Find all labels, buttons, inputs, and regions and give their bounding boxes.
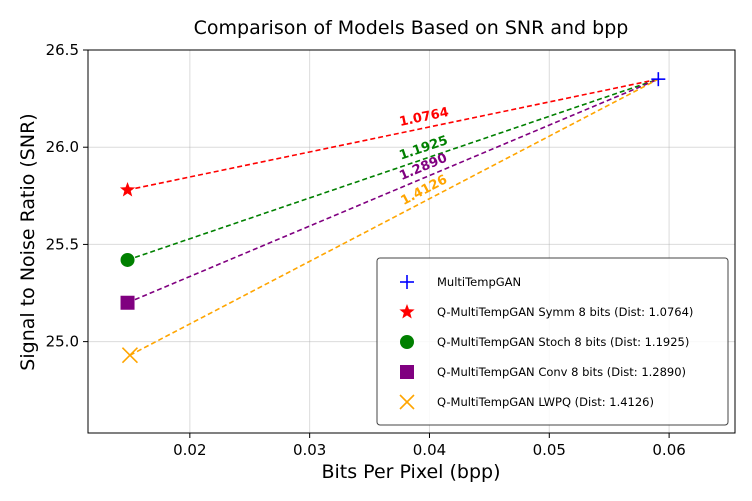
legend-marker-plus <box>400 275 414 289</box>
x-tick-label: 0.04 <box>413 441 446 459</box>
legend-label: Q-MultiTempGAN LWPQ (Dist: 1.4126) <box>437 395 654 409</box>
legend-label: Q-MultiTempGAN Conv 8 bits (Dist: 1.2890… <box>437 365 686 379</box>
legend-item: Q-MultiTempGAN Conv 8 bits (Dist: 1.2890… <box>400 365 686 379</box>
x-axis-label: Bits Per Pixel (bpp) <box>321 461 500 483</box>
legend: MultiTempGAN Q-MultiTempGAN Symm 8 bits (… <box>376 257 729 426</box>
distance-label: 1.0764 <box>398 105 450 130</box>
legend-item: MultiTempGAN <box>400 275 521 289</box>
legend-box <box>376 257 729 426</box>
x-tick-label: 0.03 <box>293 441 326 459</box>
data-point-star <box>119 181 136 197</box>
legend-marker-square <box>400 365 414 379</box>
x-tick-label: 0.02 <box>173 441 206 459</box>
legend-label: Q-MultiTempGAN Stoch 8 bits (Dist: 1.192… <box>437 335 689 349</box>
y-axis-ticks: 25.0 25.5 26.0 26.5 <box>46 41 88 351</box>
x-axis-ticks: 0.02 0.03 0.04 0.05 0.06 <box>173 433 686 459</box>
y-tick-label: 26.0 <box>46 138 79 156</box>
legend-item: Q-MultiTempGAN LWPQ (Dist: 1.4126) <box>399 394 654 410</box>
data-point-reference <box>651 72 666 87</box>
legend-marker-circle <box>400 335 414 349</box>
x-tick-label: 0.06 <box>652 441 685 459</box>
data-markers <box>119 72 666 364</box>
x-tick-label: 0.05 <box>533 441 566 459</box>
legend-marker-x <box>399 394 415 410</box>
legend-item: Q-MultiTempGAN Stoch 8 bits (Dist: 1.192… <box>400 335 689 349</box>
distance-lines <box>127 78 659 356</box>
chart-title: Comparison of Models Based on SNR and bp… <box>194 17 629 39</box>
distance-line <box>127 78 659 261</box>
data-point-x <box>121 347 139 364</box>
legend-label: Q-MultiTempGAN Symm 8 bits (Dist: 1.0764… <box>437 305 693 319</box>
y-tick-label: 26.5 <box>46 41 79 59</box>
legend-item: Q-MultiTempGAN Symm 8 bits (Dist: 1.0764… <box>399 304 693 319</box>
data-point-square <box>120 295 135 310</box>
legend-marker-star <box>399 304 415 319</box>
distance-line <box>127 78 659 191</box>
y-tick-label: 25.5 <box>46 235 79 253</box>
y-tick-label: 25.0 <box>46 333 79 351</box>
distance-line <box>129 78 659 356</box>
plot-frame <box>87 49 736 434</box>
legend-label: MultiTempGAN <box>437 275 521 289</box>
y-axis-label: Signal to Noise Ratio (SNR) <box>17 113 39 370</box>
data-point-circle <box>120 252 135 267</box>
